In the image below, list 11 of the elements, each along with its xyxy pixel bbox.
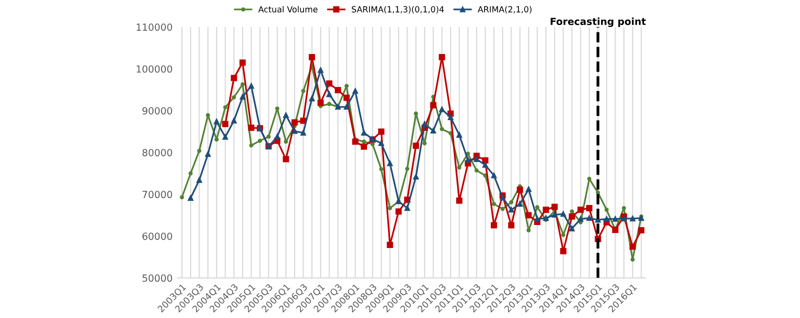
y-tick-label: 80000 — [142, 148, 172, 156]
y-tick-label: 70000 — [142, 190, 172, 198]
y-tick-label: 50000 — [142, 274, 172, 282]
y-tick-label: 90000 — [142, 107, 172, 114]
legend-label: SARIMA(1,1,3)(0,1,0)4 — [352, 6, 444, 14]
y-tick-label: 60000 — [142, 232, 172, 240]
legend-label: ARIMA(2,1,0) — [478, 6, 532, 14]
legend-label: Actual Volume — [258, 6, 318, 12]
y-tick-label: 110000 — [136, 24, 172, 31]
ref-line-label: Forecasting point — [550, 18, 646, 28]
y-tick-label: 100000 — [136, 65, 172, 73]
